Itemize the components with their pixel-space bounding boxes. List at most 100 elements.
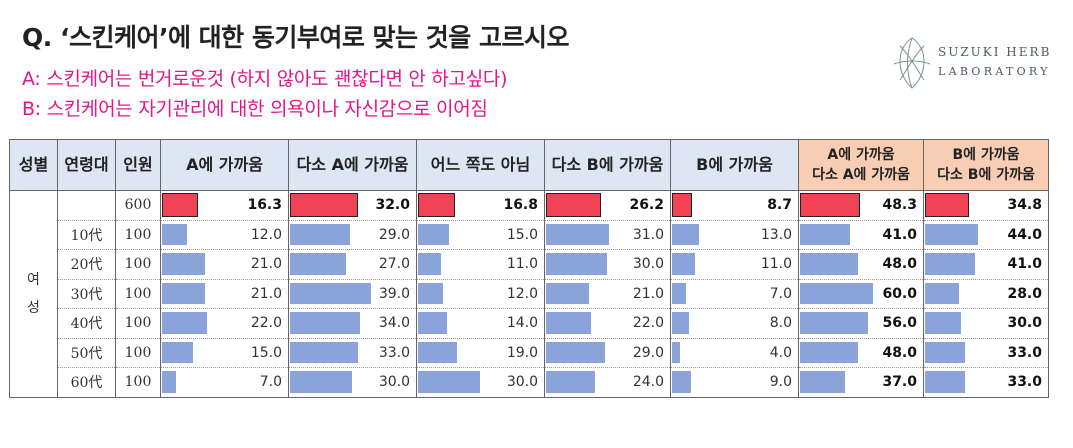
value-cell: 28.0: [923, 279, 1049, 309]
value-cell: 14.0: [416, 308, 545, 339]
logo-line2: LABORATORY: [938, 65, 1051, 78]
age-cell: 30代: [57, 279, 116, 309]
value-bar: [162, 312, 207, 334]
value-bar: [672, 223, 699, 245]
value-cell: 41.0: [923, 249, 1049, 280]
value-bar: [925, 341, 965, 363]
value-cell: 21.0: [544, 279, 671, 309]
value-label: 29.0: [632, 344, 664, 361]
table-row: 30代 100 21.0 39.0 12.0 21.0 7.0 60.0 28.0: [10, 279, 1049, 309]
table-row: 20代 100 21.0 27.0 11.0 30.0 11.0 48.0 41.0: [10, 249, 1049, 280]
count-cell: 100: [115, 338, 161, 368]
value-bar: [800, 282, 873, 304]
value-cell: 27.0: [288, 249, 417, 280]
survey-table: 성별 연령대 인원 A에 가까움 다소 A에 가까움 어느 쪽도 아님 다소 B에 가까움 B…: [9, 139, 1049, 398]
leaf-emblem-icon: [893, 37, 931, 89]
value-cell: 48.3: [798, 190, 924, 221]
count-cell: 100: [115, 308, 161, 339]
value-label: 7.0: [769, 285, 792, 302]
value-cell: 11.0: [416, 249, 545, 280]
value-bar: [418, 312, 447, 334]
value-cell: 7.0: [670, 279, 799, 309]
value-cell: 16.8: [416, 190, 545, 221]
option-b-text: B: 스킨케어는 자기관리에 대한 의욕이나 자신감으로 이어짐: [22, 98, 488, 120]
value-label: 26.2: [629, 197, 664, 214]
question-title: Q. ‘스킨케어’에 대한 동기부여로 맞는 것을 고르시오: [22, 23, 569, 52]
value-cell: 31.0: [544, 220, 671, 250]
value-label: 8.7: [767, 197, 792, 214]
value-label: 31.0: [632, 226, 664, 243]
value-bar: [925, 193, 969, 217]
value-cell: 13.0: [670, 220, 799, 250]
value-bar: [162, 253, 205, 275]
count-cell: 100: [115, 367, 161, 398]
column-header-5: 어느 쪽도 아님: [416, 139, 545, 191]
value-label: 21.0: [632, 285, 664, 302]
value-bar: [418, 282, 443, 304]
value-label: 11.0: [760, 256, 792, 273]
value-label: 48.0: [882, 256, 917, 273]
value-cell: 15.0: [416, 220, 545, 250]
value-cell: 29.0: [288, 220, 417, 250]
value-bar: [672, 253, 695, 275]
age-cell: 20代: [57, 249, 116, 280]
table-row: 40代 100 22.0 34.0 14.0 22.0 8.0 56.0 30.0: [10, 308, 1049, 339]
value-bar: [925, 312, 961, 334]
column-header-3: A에 가까움: [160, 139, 289, 191]
value-bar: [925, 371, 965, 393]
value-label: 37.0: [882, 374, 917, 391]
value-cell: 29.0: [544, 338, 671, 368]
table-body: 여 성 600 16.3 32.0 16.8 26.2 8.7 48.3 34.8 10代 100 12…: [9, 190, 1049, 398]
value-label: 7.0: [259, 374, 282, 391]
value-bar: [290, 223, 350, 245]
brand-logo: SUZUKI HERB LABORATORY: [890, 34, 1060, 94]
value-label: 30.0: [1007, 315, 1042, 332]
value-bar: [162, 341, 193, 363]
option-a-text: A: 스킨케어는 번거로운것 (하지 않아도 괜찮다면 안 하고싶다): [22, 68, 508, 90]
value-cell: 16.3: [160, 190, 289, 221]
value-cell: 22.0: [160, 308, 289, 339]
value-label: 12.0: [506, 285, 538, 302]
value-bar: [672, 312, 689, 334]
age-cell: 10代: [57, 220, 116, 250]
value-bar: [546, 312, 591, 334]
table-row: 50代 100 15.0 33.0 19.0 29.0 4.0 48.0 33.0: [10, 338, 1049, 368]
value-cell: 48.0: [798, 338, 924, 368]
age-cell: [57, 190, 116, 221]
value-label: 11.0: [506, 256, 538, 273]
value-label: 21.0: [250, 285, 282, 302]
value-label: 60.0: [882, 285, 917, 302]
value-cell: 33.0: [923, 367, 1049, 398]
value-bar: [290, 341, 358, 363]
value-cell: 34.8: [923, 190, 1049, 221]
value-bar: [418, 223, 449, 245]
value-cell: 4.0: [670, 338, 799, 368]
value-label: 24.0: [632, 374, 664, 391]
value-cell: 33.0: [923, 338, 1049, 368]
value-bar: [800, 193, 860, 217]
value-label: 48.0: [882, 344, 917, 361]
value-label: 34.8: [1007, 197, 1042, 214]
value-cell: 44.0: [923, 220, 1049, 250]
value-label: 41.0: [882, 226, 917, 243]
value-label: 21.0: [250, 256, 282, 273]
value-label: 13.0: [760, 226, 792, 243]
value-bar: [162, 282, 205, 304]
value-cell: 12.0: [416, 279, 545, 309]
column-header-4: 다소 A에 가까움: [288, 139, 417, 191]
value-bar: [800, 341, 858, 363]
value-bar: [418, 193, 455, 217]
value-cell: 30.0: [288, 367, 417, 398]
value-label: 56.0: [882, 315, 917, 332]
count-cell: 100: [115, 279, 161, 309]
logo-line1: SUZUKI HERB: [938, 45, 1052, 59]
value-cell: 30.0: [416, 367, 545, 398]
value-label: 16.3: [247, 197, 282, 214]
value-cell: 26.2: [544, 190, 671, 221]
value-bar: [546, 282, 589, 304]
value-cell: 15.0: [160, 338, 289, 368]
value-cell: 21.0: [160, 279, 289, 309]
value-label: 9.0: [769, 374, 792, 391]
value-label: 16.8: [503, 197, 538, 214]
